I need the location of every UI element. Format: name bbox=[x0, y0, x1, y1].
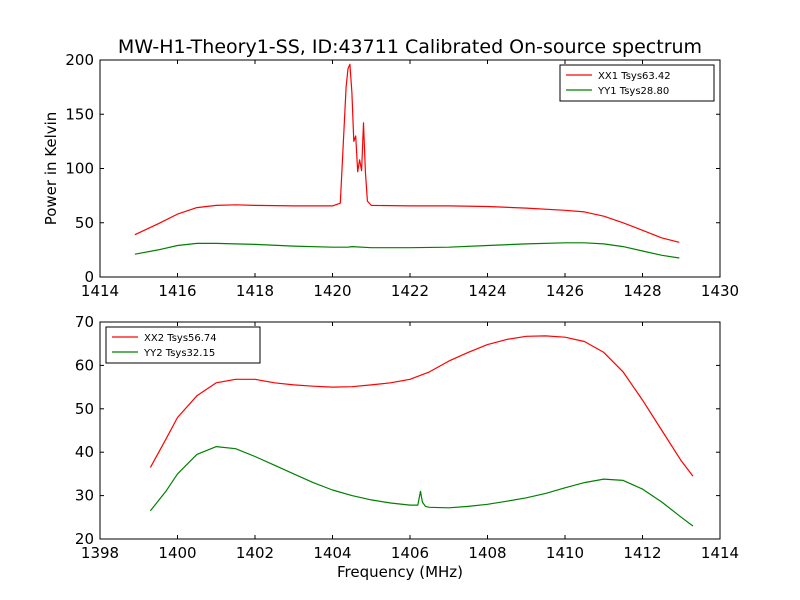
x-tick-label: 1400 bbox=[158, 544, 196, 562]
legend-label: XX1 Tsys63.42 bbox=[598, 71, 671, 82]
series-line-xx bbox=[149, 335, 694, 477]
x-tick-label: 1406 bbox=[391, 544, 429, 562]
y-tick-label: 0 bbox=[84, 268, 94, 286]
x-tick-label: 1412 bbox=[623, 544, 661, 562]
legend: XX2 Tsys56.74 YY2 Tsys32.15 bbox=[105, 326, 261, 364]
x-tick-label: 1428 bbox=[623, 282, 661, 300]
x-tick-label: 1422 bbox=[391, 282, 429, 300]
legend-box bbox=[559, 64, 715, 102]
top-spectrum-plot: 1414 1416 1418 1420 1422 1424 1426 1428 1430 0 50 1… bbox=[42, 51, 739, 300]
x-axis-label: Frequency (MHz) bbox=[337, 563, 463, 581]
bottom-spectrum-plot: 1398 1400 1402 1404 1406 1408 1410 1412 1414 20 30… bbox=[75, 313, 739, 581]
y-tick-label: 200 bbox=[65, 51, 94, 69]
x-tick-label: 1410 bbox=[546, 544, 584, 562]
y-tick-label: 40 bbox=[75, 443, 94, 461]
x-tick-label: 1414 bbox=[81, 282, 119, 300]
series-line-xx bbox=[134, 63, 680, 243]
series-line-yy bbox=[134, 242, 680, 259]
legend-box bbox=[105, 326, 261, 364]
x-tick-label: 1402 bbox=[236, 544, 274, 562]
x-tick-label: 1418 bbox=[236, 282, 274, 300]
y-tick-label: 50 bbox=[75, 214, 94, 232]
x-tick-label: 1420 bbox=[313, 282, 351, 300]
figure-title: MW-H1-Theory1-SS, ID:43711 Calibrated On… bbox=[118, 36, 702, 58]
y-tick-label: 50 bbox=[75, 400, 94, 418]
legend-label: YY1 Tsys28.80 bbox=[597, 86, 669, 97]
legend-label: YY2 Tsys32.15 bbox=[143, 348, 215, 359]
y-tick-label: 20 bbox=[75, 530, 94, 548]
x-tick-label: 1426 bbox=[546, 282, 584, 300]
series-line-yy bbox=[149, 446, 694, 527]
x-tick-label: 1430 bbox=[701, 282, 739, 300]
x-tick-label: 1414 bbox=[701, 544, 739, 562]
y-tick-label: 70 bbox=[75, 313, 94, 331]
legend: XX1 Tsys63.42 YY1 Tsys28.80 bbox=[559, 64, 715, 102]
y-tick-label: 150 bbox=[65, 105, 94, 123]
x-tick-label: 1408 bbox=[468, 544, 506, 562]
y-tick-label: 100 bbox=[65, 160, 94, 178]
y-tick-label: 30 bbox=[75, 487, 94, 505]
x-tick-label: 1398 bbox=[81, 544, 119, 562]
legend-label: XX2 Tsys56.74 bbox=[144, 333, 217, 344]
x-tick-label: 1404 bbox=[313, 544, 351, 562]
x-tick-label: 1416 bbox=[158, 282, 196, 300]
y-axis-label: Power in Kelvin bbox=[42, 112, 60, 226]
x-tick-label: 1424 bbox=[468, 282, 506, 300]
y-tick-label: 60 bbox=[75, 356, 94, 374]
